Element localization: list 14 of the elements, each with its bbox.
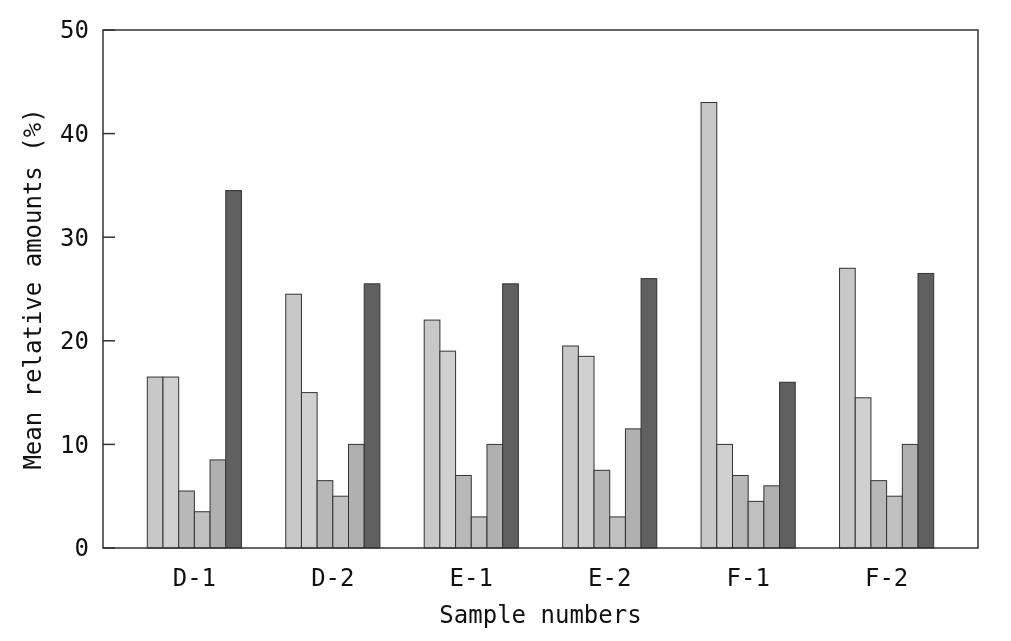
x-tick-label: E-1 <box>449 564 493 592</box>
x-tick-label: D-2 <box>311 564 355 592</box>
x-tick-label: F-1 <box>726 564 770 592</box>
x-tick-label: F-2 <box>864 564 909 592</box>
x-tick-label: D-1 <box>172 564 217 592</box>
x-axis-title: Sample numbers <box>439 601 642 629</box>
y-tick-label: 50 <box>60 16 89 45</box>
x-tick-label: E-2 <box>588 564 632 592</box>
y-tick-label: 30 <box>60 223 89 252</box>
y-tick-label: 20 <box>60 327 89 356</box>
y-tick-label: 40 <box>60 120 89 148</box>
y-tick-label: 10 <box>60 430 89 459</box>
y-tick-label: 0 <box>74 534 89 563</box>
y-axis-title: Mean relative amounts (%) <box>19 108 47 470</box>
